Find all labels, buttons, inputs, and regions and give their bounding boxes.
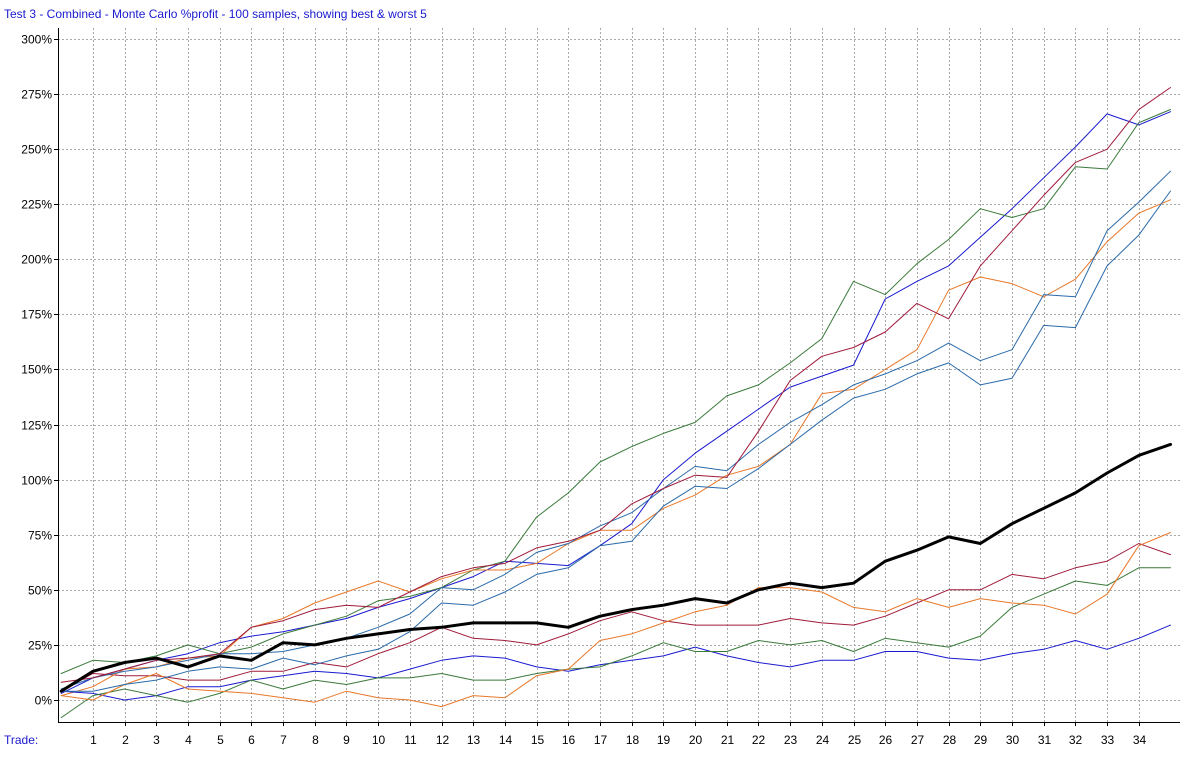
x-tick-label: 32 (1069, 733, 1083, 747)
x-tick-label: 25 (848, 733, 862, 747)
x-tick-label: 3 (153, 733, 160, 747)
y-tick-label: 250% (21, 143, 52, 157)
y-tick-label: 125% (21, 419, 52, 433)
grid (58, 28, 1180, 722)
x-tick-label: 11 (404, 733, 417, 747)
y-tick-label: 100% (21, 474, 52, 488)
x-tick-label: 23 (784, 733, 798, 747)
y-tick-label: 0% (35, 694, 53, 708)
x-tick-label: 17 (594, 733, 608, 747)
x-tick-label: 28 (943, 733, 957, 747)
y-tick-label: 225% (21, 198, 52, 212)
x-tick-label: 14 (499, 733, 513, 747)
axes (54, 28, 1180, 726)
x-tick-label: 6 (248, 733, 255, 747)
x-tick-label: 20 (689, 733, 703, 747)
x-tick-label: 24 (816, 733, 830, 747)
sample-series-line (60, 543, 1171, 692)
y-tick-label: 275% (21, 88, 52, 102)
sample-series-line (60, 87, 1171, 683)
sample-series-line (60, 624, 1171, 701)
sample-series-line (60, 190, 1171, 692)
sample-series-line (60, 532, 1171, 708)
x-tick-label: 5 (217, 733, 224, 747)
x-tick-label: 4 (185, 733, 192, 747)
x-tick-label: 1 (90, 733, 97, 747)
x-tick-label: 16 (562, 733, 576, 747)
x-tick-label: 26 (879, 733, 893, 747)
x-tick-label: 18 (626, 733, 640, 747)
y-tick-labels: 0% 25% 50% 75% 100% 125% 150% 175% 200% 225% 250% 2… (21, 33, 52, 708)
x-tick-label: 2 (122, 733, 129, 747)
x-tick-label: 10 (372, 733, 386, 747)
x-tick-label: 34 (1133, 733, 1147, 747)
y-tick-label: 300% (21, 33, 52, 47)
sample-series-line (60, 111, 1171, 694)
x-tick-label: 9 (343, 733, 350, 747)
sample-series-line (60, 170, 1171, 690)
x-tick-label: 31 (1038, 733, 1052, 747)
mean-series-line (59, 442, 1172, 693)
y-tick-label: 50% (28, 584, 52, 598)
x-tick-label: 13 (467, 733, 481, 747)
x-tick-label: 30 (1006, 733, 1020, 747)
y-tick-label: 200% (21, 253, 52, 267)
x-tick-label: 27 (911, 733, 925, 747)
y-tick-label: 175% (21, 308, 52, 322)
x-tick-label: 7 (280, 733, 287, 747)
y-tick-label: 75% (28, 529, 52, 543)
series-lines (59, 87, 1172, 719)
x-tick-labels: 1 2 3 4 5 6 7 8 9 10 11 12 13 14 15 16 17 18 19 20 21 22 23 24 2… (90, 733, 1146, 747)
y-tick-label: 150% (21, 363, 52, 377)
sample-series-line (60, 199, 1171, 697)
x-tick-label: 33 (1101, 733, 1115, 747)
y-tick-label: 25% (28, 639, 52, 653)
x-tick-label: 29 (974, 733, 988, 747)
x-axis-label: Trade: (4, 733, 38, 747)
x-tick-label: 8 (312, 733, 319, 747)
x-tick-label: 21 (721, 733, 735, 747)
x-tick-label: 12 (436, 733, 450, 747)
sample-series-line (60, 567, 1171, 719)
x-tick-label: 22 (752, 733, 766, 747)
x-tick-label: 19 (657, 733, 671, 747)
x-tick-label: 15 (531, 733, 545, 747)
chart-title: Test 3 - Combined - Monte Carlo %profit … (4, 7, 427, 21)
sample-series-line (60, 109, 1171, 674)
